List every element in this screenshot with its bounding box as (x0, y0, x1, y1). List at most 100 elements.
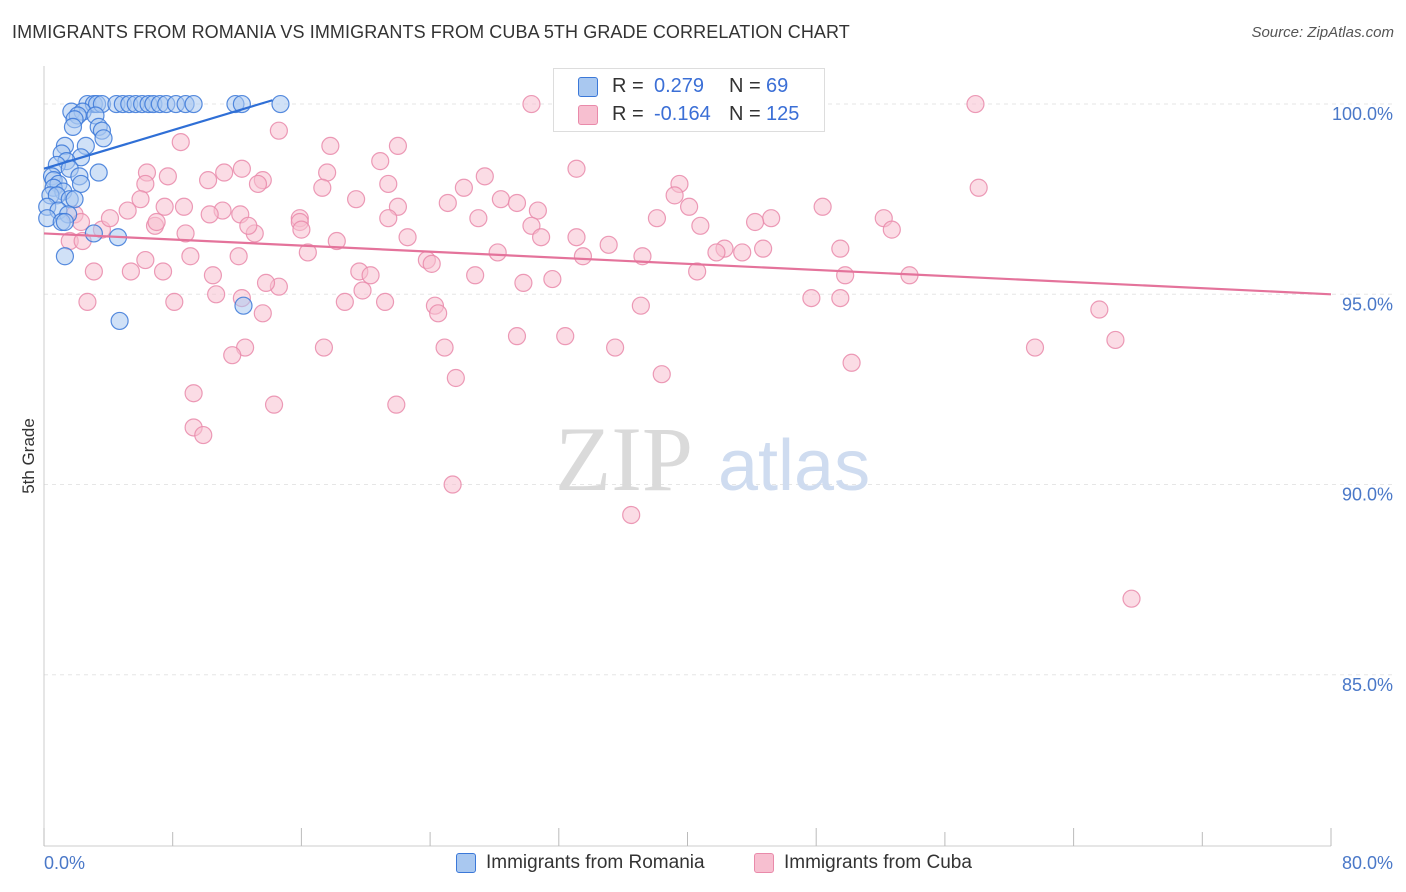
romania-point (55, 247, 75, 266)
cuba-point (522, 94, 541, 114)
n-value: 125 (766, 103, 800, 125)
cuba-point (836, 266, 855, 285)
cuba-point (136, 250, 155, 270)
n-label: N = (729, 75, 761, 97)
cuba-trend-line (43, 232, 1332, 296)
cuba-point (532, 228, 551, 247)
cuba-point (514, 273, 533, 292)
cuba-point (78, 292, 97, 312)
romania-point (94, 129, 113, 148)
cuba-point (475, 167, 494, 186)
cuba-point (181, 247, 200, 266)
trend-lines (43, 99, 1332, 296)
cuba-point (379, 174, 398, 194)
r-label: R = (612, 103, 644, 125)
cuba-point (802, 288, 821, 308)
cuba-point (269, 121, 288, 140)
chart-title: IMMIGRANTS FROM ROMANIA VS IMMIGRANTS FR… (12, 22, 850, 42)
cuba-point (762, 209, 781, 228)
cuba-point (528, 201, 547, 220)
cuba-point (84, 262, 103, 281)
cuba-point (184, 384, 203, 403)
cuba-point (155, 197, 174, 216)
cuba-point (631, 296, 650, 315)
stats-row-cuba: R = -0.164 N = 125 (554, 101, 824, 129)
cuba-point (691, 216, 710, 235)
cuba-point (253, 304, 272, 323)
cuba-point (165, 292, 184, 312)
romania-point (84, 224, 103, 243)
cuba-point (599, 235, 618, 254)
y-tick-label: 100.0% (1332, 104, 1393, 124)
cuba-point (264, 395, 284, 414)
romania-point (110, 311, 129, 331)
cuba-point (232, 159, 251, 178)
cuba-point (429, 304, 448, 323)
cuba-point (248, 174, 268, 194)
cuba-point (194, 425, 213, 445)
cuba-point (118, 201, 137, 220)
watermark-atlas: atlas (718, 426, 870, 506)
cuba-point (1122, 589, 1141, 608)
cuba-point (443, 475, 462, 494)
cuba-point (387, 395, 406, 414)
cuba-point (567, 228, 586, 247)
cuba-point (622, 505, 641, 525)
cuba-point (446, 368, 465, 388)
cuba-point (438, 193, 457, 213)
romania-trend-line (43, 99, 273, 170)
cuba-point (335, 292, 354, 312)
cuba-point (153, 262, 173, 281)
cuba-point (388, 136, 408, 156)
cuba-point (665, 186, 684, 205)
cuba-point (121, 262, 140, 281)
cuba-point (229, 247, 248, 266)
cuba-point (327, 231, 346, 251)
n-label: N = (729, 103, 761, 125)
cuba-point (556, 327, 575, 346)
cuba-point (371, 152, 390, 171)
y-axis-label: 5th Grade (19, 418, 38, 494)
cuba-point (543, 269, 562, 289)
r-value: 0.279 (654, 75, 705, 97)
cuba-point (375, 292, 395, 312)
cuba-point (256, 273, 276, 292)
cuba-point (488, 243, 507, 262)
cuba-point (435, 338, 454, 357)
x-tick-label-min: 0.0% (44, 853, 85, 873)
cuba-point (298, 243, 317, 262)
cuba-point (176, 224, 195, 243)
r-label: R = (612, 75, 644, 97)
cuba-point (507, 327, 527, 346)
cuba-point (147, 212, 166, 232)
cuba-point (491, 190, 510, 209)
cuba-point (647, 209, 667, 228)
cuba-swatch (578, 105, 598, 125)
cuba-point (813, 197, 832, 216)
cuba-point (346, 190, 366, 209)
cuba-point (239, 216, 258, 235)
cuba-point (200, 205, 219, 224)
cuba-point (966, 94, 985, 114)
romania-point (271, 94, 290, 114)
watermark: ZIP atlas (555, 408, 870, 510)
cuba-point (361, 266, 380, 285)
watermark-zip: ZIP (555, 408, 693, 510)
romania-point (63, 117, 83, 136)
cuba-point (422, 254, 441, 273)
n-value: 69 (766, 75, 789, 97)
cuba-point (292, 220, 311, 239)
cuba-point (158, 167, 177, 186)
y-tick-label: 95.0% (1342, 294, 1393, 314)
stats-box: R = 0.279 N = 69 R = -0.164 N = 125 (553, 68, 825, 132)
cuba-point (606, 338, 625, 357)
cuba-point (652, 365, 671, 384)
cuba-point (454, 178, 473, 197)
cuba-point (754, 239, 773, 258)
y-tick-label: 90.0% (1342, 485, 1393, 505)
cuba-point (198, 171, 218, 190)
legend-label: Immigrants from Romania (486, 852, 705, 873)
cuba-point (174, 197, 194, 216)
cuba-point (313, 178, 332, 197)
